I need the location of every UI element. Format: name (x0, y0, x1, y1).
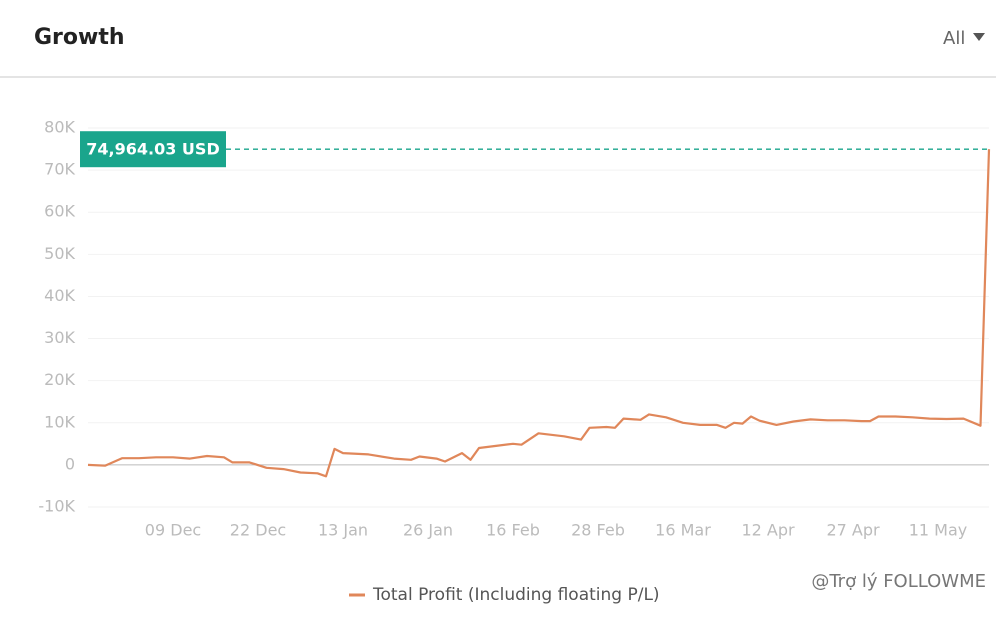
x-tick-label: 26 Jan (403, 521, 453, 540)
x-tick-label: 16 Mar (655, 521, 711, 540)
y-tick-label: 30K (44, 328, 75, 347)
y-tick-label: 0 (65, 454, 75, 473)
y-tick-label: 80K (44, 118, 75, 137)
range-filter[interactable]: All (943, 28, 965, 49)
legend-label: Total Profit (Including floating P/L) (372, 585, 660, 605)
x-tick-label: 11 May (909, 521, 968, 540)
x-tick-label: 13 Jan (318, 521, 368, 540)
x-tick-label: 16 Feb (486, 521, 540, 540)
y-tick-label: 10K (44, 412, 75, 431)
x-tick-label: 27 Apr (826, 521, 880, 540)
dropdown-arrow[interactable] (973, 33, 985, 41)
y-tick-label: 70K (44, 160, 75, 179)
y-tick-label: 40K (44, 286, 75, 305)
x-tick-label: 12 Apr (741, 521, 795, 540)
y-tick-label: -10K (38, 497, 75, 516)
y-tick-label: 50K (44, 244, 75, 263)
value-badge (80, 131, 226, 168)
x-tick-label: 28 Feb (571, 521, 625, 540)
y-tick-label: 20K (44, 370, 75, 389)
y-tick-label: 60K (44, 202, 75, 221)
panel-title: Growth (34, 25, 125, 50)
x-tick-label: 22 Dec (230, 521, 286, 540)
value-badge-label: 74,964.03 USD (86, 140, 219, 159)
watermark: @Trợ lý FOLLOWME (811, 571, 986, 592)
x-tick-label: 09 Dec (145, 521, 201, 540)
profit-line (87, 149, 991, 478)
